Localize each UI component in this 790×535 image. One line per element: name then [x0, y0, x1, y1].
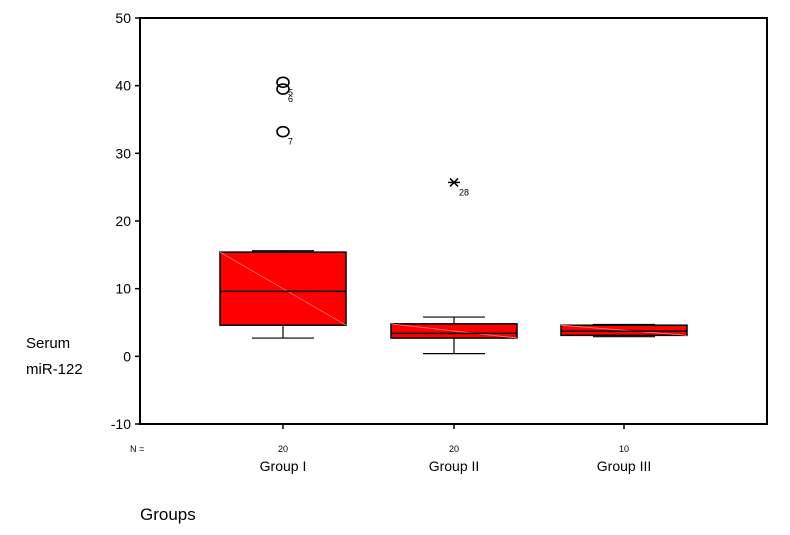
box-group: 56 7	[219, 76, 347, 339]
y-axis-label-line-1: Serum	[26, 335, 70, 352]
outlier-case-label: 6	[288, 94, 293, 104]
box-sheen-line	[560, 324, 688, 336]
y-tick-label: -10	[111, 416, 131, 432]
outlier-circle-point	[276, 83, 290, 95]
x-tick-label: Group III	[597, 458, 651, 474]
box-sheen-line	[390, 323, 518, 339]
y-tick-label: 40	[115, 78, 131, 94]
x-tick-label: Group II	[429, 458, 480, 474]
x-axis-label: Groups	[140, 505, 196, 524]
n-count-label: 10	[619, 444, 629, 454]
outlier-case-label: 28	[459, 187, 469, 197]
y-axis-label-line-2: miR-122	[26, 361, 83, 378]
y-tick-label: 50	[115, 10, 131, 26]
plot-area-frame	[139, 17, 768, 425]
outlier-circle-point	[276, 125, 290, 138]
y-tick-label: 20	[115, 213, 131, 229]
n-count-label: 20	[449, 444, 459, 454]
outlier-circle-point	[276, 76, 290, 89]
x-tick-label: Group I	[260, 458, 307, 474]
outlier-case-label: 5	[288, 87, 293, 97]
box-group	[560, 323, 688, 338]
box-group: 28	[390, 177, 518, 355]
box-sheen-line	[219, 251, 347, 326]
y-tick-label: 10	[115, 281, 131, 297]
y-axis: -10 0 10 20 30 40 50	[111, 10, 140, 432]
asterisk-stroke	[449, 177, 459, 187]
n-count-label: 20	[278, 444, 288, 454]
y-tick-label: 30	[115, 145, 131, 161]
n-prefix-label: N =	[130, 444, 144, 454]
boxes-layer: 56 7 28	[219, 76, 688, 355]
x-axis: 20 Group I 20 Group II 10 Group III	[260, 424, 651, 474]
y-tick-label: 0	[123, 348, 131, 364]
outlier-case-label: 7	[288, 137, 293, 147]
outlier-asterisk-point	[448, 177, 460, 187]
